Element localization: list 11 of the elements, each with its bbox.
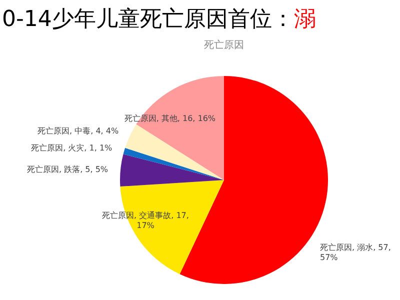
chart-title: 0-14少年儿童死亡原因首位：溺 bbox=[2, 7, 316, 32]
pie-slice bbox=[120, 154, 224, 187]
slice-label: 死亡原因, 交通事故, 17, 17% bbox=[102, 210, 189, 230]
pie-slice bbox=[123, 148, 224, 180]
slice-label: 死亡原因, 中毒, 4, 4% bbox=[38, 126, 119, 136]
slice-label: 死亡原因, 其他, 16, 16% bbox=[124, 114, 216, 124]
pie-slice bbox=[125, 124, 224, 180]
slice-label: 死亡原因, 火灾, 1, 1% bbox=[31, 144, 113, 153]
slice-label: 死亡原因, 溺水, 57, 57% bbox=[320, 243, 391, 262]
slice-label: 死亡原因, 跌落, 5, 5% bbox=[26, 165, 108, 174]
chart-subtitle: 死亡原因 bbox=[204, 39, 244, 51]
